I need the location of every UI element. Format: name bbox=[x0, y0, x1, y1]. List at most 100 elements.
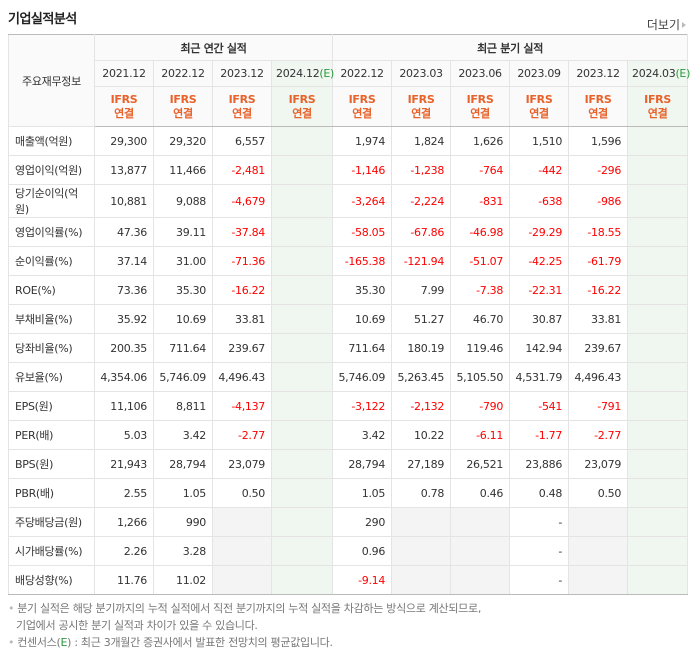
table-row: PER(배) 5.03 3.42 -2.77 3.42 10.22 -6.11 -1.77 -2… bbox=[8, 420, 689, 450]
value-cell: 5,746.09 bbox=[153, 362, 213, 392]
value-cell: 142.94 bbox=[509, 333, 570, 363]
consolidated-label: 연결 bbox=[173, 106, 193, 120]
period-header: 2023.12 bbox=[212, 60, 272, 87]
value-cell: -18.55 bbox=[568, 217, 629, 247]
value-cell: 73.36 bbox=[94, 275, 154, 305]
period-date: 2022.12 bbox=[161, 67, 205, 80]
value-cell: -638 bbox=[509, 184, 570, 218]
value-cell: 9,088 bbox=[153, 184, 213, 218]
period-date: 2023.09 bbox=[517, 67, 561, 80]
value-cell: -2,132 bbox=[391, 391, 452, 421]
footnotes: • 분기 실적은 해당 분기까지의 누적 실적에서 직전 분기까지의 누적 실적을… bbox=[8, 600, 481, 651]
value-cell: 0.50 bbox=[212, 478, 272, 508]
value-cell: -71.36 bbox=[212, 246, 272, 276]
row-label: 당좌비율(%) bbox=[8, 333, 95, 363]
value-cell: 46.70 bbox=[450, 304, 511, 334]
ifrs-label: IFRS bbox=[228, 92, 256, 106]
row-label: EPS(원) bbox=[8, 391, 95, 421]
value-cell: 4,354.06 bbox=[94, 362, 154, 392]
ifrs-label: IFRS bbox=[644, 92, 671, 106]
value-cell: 1,626 bbox=[450, 126, 511, 156]
value-cell: 1,266 bbox=[94, 507, 154, 537]
value-cell: 3.42 bbox=[153, 420, 213, 450]
value-cell: 28,794 bbox=[153, 449, 213, 479]
row-label: 유보율(%) bbox=[8, 362, 95, 392]
value-cell bbox=[627, 449, 689, 479]
value-cell: -51.07 bbox=[450, 246, 511, 276]
value-cell: -7.38 bbox=[450, 275, 511, 305]
consolidated-label: 연결 bbox=[292, 106, 312, 120]
value-cell bbox=[627, 184, 689, 218]
value-cell: -165.38 bbox=[332, 246, 393, 276]
value-cell bbox=[627, 217, 689, 247]
value-cell: -2,481 bbox=[212, 155, 272, 185]
value-cell: -3,264 bbox=[332, 184, 393, 218]
row-label: 배당성향(%) bbox=[8, 565, 95, 595]
table-row: 배당성향(%) 11.76 11.02 -9.14 - bbox=[8, 565, 689, 595]
consolidated-label: 연결 bbox=[647, 106, 668, 120]
value-cell bbox=[627, 478, 689, 508]
value-cell: 11.76 bbox=[94, 565, 154, 595]
value-cell: 23,079 bbox=[568, 449, 629, 479]
value-cell bbox=[270, 362, 334, 392]
value-cell: 5,746.09 bbox=[332, 362, 393, 392]
value-cell: 37.14 bbox=[94, 246, 154, 276]
value-cell: 119.46 bbox=[450, 333, 511, 363]
estimate-mark: (E) bbox=[319, 67, 335, 80]
period-header: 2023.06 bbox=[450, 60, 511, 87]
value-cell bbox=[270, 391, 334, 421]
value-cell bbox=[627, 275, 689, 305]
value-cell: 6,557 bbox=[212, 126, 272, 156]
table-row: 영업이익(억원) 13,877 11,466 -2,481 -1,146 -1,238 -7… bbox=[8, 155, 689, 185]
value-cell: 1,596 bbox=[568, 126, 629, 156]
value-cell: 8,811 bbox=[153, 391, 213, 421]
value-cell: 0.48 bbox=[509, 478, 570, 508]
more-link[interactable]: 더보기 bbox=[647, 16, 686, 33]
value-cell: 4,496.43 bbox=[568, 362, 629, 392]
consolidated-label: 연결 bbox=[588, 106, 608, 120]
value-cell: 26,521 bbox=[450, 449, 511, 479]
value-cell: -790 bbox=[450, 391, 511, 421]
ifrs-label: IFRS bbox=[525, 92, 553, 106]
value-cell: - bbox=[509, 507, 570, 537]
quarter-group-header: 최근 분기 실적 bbox=[332, 34, 689, 61]
value-cell: -296 bbox=[568, 155, 629, 185]
value-cell: 7.99 bbox=[391, 275, 452, 305]
value-cell bbox=[270, 449, 334, 479]
value-cell: -541 bbox=[509, 391, 570, 421]
value-cell: 27,189 bbox=[391, 449, 452, 479]
value-cell: 35.30 bbox=[332, 275, 393, 305]
value-cell bbox=[450, 507, 511, 537]
value-cell: 28,794 bbox=[332, 449, 393, 479]
value-cell bbox=[627, 333, 689, 363]
value-cell: 711.64 bbox=[332, 333, 393, 363]
row-label: 영업이익(억원) bbox=[8, 155, 95, 185]
ifrs-label: IFRS bbox=[466, 92, 494, 106]
value-cell: 239.67 bbox=[212, 333, 272, 363]
value-cell bbox=[450, 565, 511, 595]
consolidated-label: 연결 bbox=[352, 106, 372, 120]
row-label: PER(배) bbox=[8, 420, 95, 450]
period-header: 2023.12 bbox=[568, 60, 629, 87]
footnote-1: • 분기 실적은 해당 분기까지의 누적 실적에서 직전 분기까지의 누적 실적을… bbox=[8, 602, 482, 615]
row-label: 부채비율(%) bbox=[8, 304, 95, 334]
value-cell: 23,886 bbox=[509, 449, 570, 479]
row-label: ROE(%) bbox=[8, 275, 95, 305]
value-cell: -791 bbox=[568, 391, 629, 421]
value-cell bbox=[627, 126, 689, 156]
value-cell: -29.29 bbox=[509, 217, 570, 247]
value-cell: -16.22 bbox=[212, 275, 272, 305]
period-header: 2023.03 bbox=[391, 60, 452, 87]
value-cell: 290 bbox=[332, 507, 393, 537]
table-row: 부채비율(%) 35.92 10.69 33.81 10.69 51.27 46.70 30.… bbox=[8, 304, 689, 334]
value-cell: 200.35 bbox=[94, 333, 154, 363]
value-cell bbox=[391, 507, 452, 537]
row-label: BPS(원) bbox=[8, 449, 95, 479]
value-cell: 239.67 bbox=[568, 333, 629, 363]
value-cell: 1.05 bbox=[153, 478, 213, 508]
ifrs-header: IFRS 연결 bbox=[153, 86, 213, 127]
value-cell: 0.50 bbox=[568, 478, 629, 508]
value-cell: 11,466 bbox=[153, 155, 213, 185]
row-label: 당기순이익(억원) bbox=[8, 184, 95, 218]
value-cell: -22.31 bbox=[509, 275, 570, 305]
